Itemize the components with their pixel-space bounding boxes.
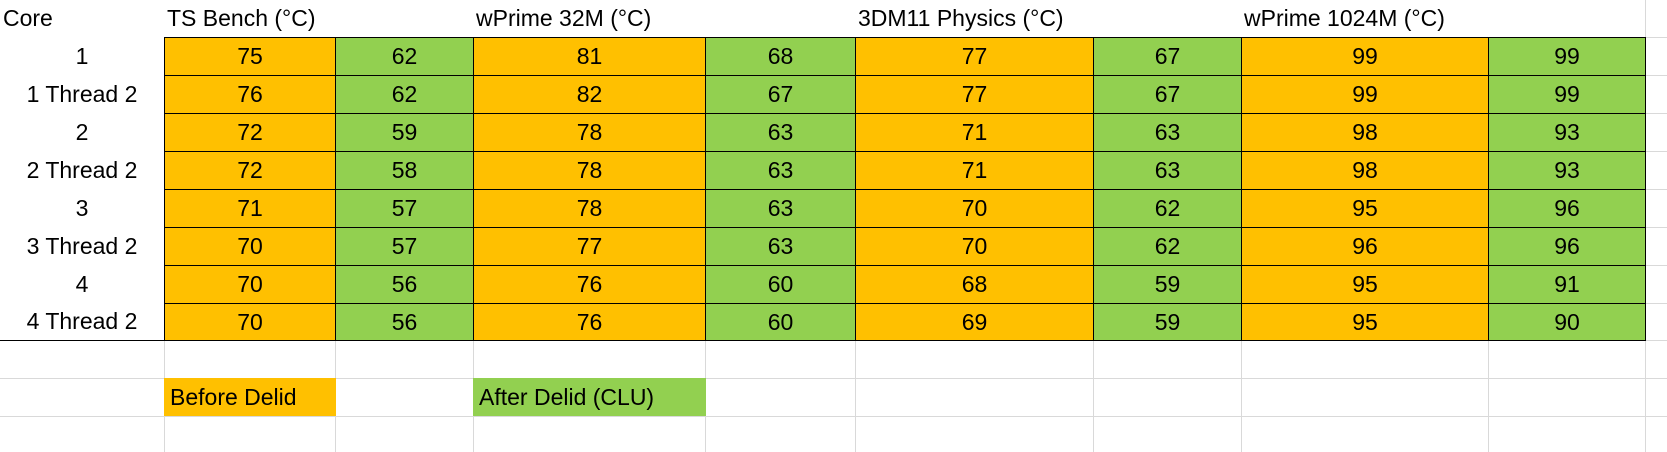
value-cell[interactable]: 63: [705, 189, 856, 228]
value-cell[interactable]: 70: [164, 265, 336, 304]
empty-header-cell[interactable]: [1488, 0, 1646, 38]
value-cell[interactable]: 96: [1241, 227, 1489, 266]
value-cell[interactable]: 56: [335, 265, 474, 304]
value-cell[interactable]: 99: [1241, 37, 1489, 76]
value-cell[interactable]: 59: [1093, 265, 1242, 304]
row-label[interactable]: 3 Thread 2: [0, 227, 165, 266]
value-cell[interactable]: 93: [1488, 151, 1646, 190]
value-cell[interactable]: 57: [335, 227, 474, 266]
grid-line: [0, 378, 1667, 379]
value-cell[interactable]: 77: [855, 37, 1094, 76]
value-cell[interactable]: 63: [705, 113, 856, 152]
value-cell[interactable]: 72: [164, 151, 336, 190]
value-cell[interactable]: 69: [855, 303, 1094, 341]
header-cell[interactable]: wPrime 32M (°C): [473, 0, 706, 38]
value-cell[interactable]: 70: [855, 189, 1094, 228]
value-cell[interactable]: 95: [1241, 303, 1489, 341]
value-cell[interactable]: 98: [1241, 113, 1489, 152]
value-cell[interactable]: 59: [1093, 303, 1242, 341]
value-cell[interactable]: 67: [1093, 37, 1242, 76]
value-cell[interactable]: 62: [1093, 227, 1242, 266]
row-label[interactable]: 3: [0, 189, 165, 228]
value-cell[interactable]: 82: [473, 75, 706, 114]
value-cell[interactable]: 70: [855, 227, 1094, 266]
value-cell[interactable]: 56: [335, 303, 474, 341]
value-cell[interactable]: 57: [335, 189, 474, 228]
value-cell[interactable]: 72: [164, 113, 336, 152]
value-cell[interactable]: 76: [164, 75, 336, 114]
value-cell[interactable]: 99: [1241, 75, 1489, 114]
value-cell[interactable]: 78: [473, 151, 706, 190]
value-cell[interactable]: 59: [335, 113, 474, 152]
header-cell[interactable]: 3DM11 Physics (°C): [855, 0, 1094, 38]
legend-before[interactable]: Before Delid: [164, 378, 336, 416]
value-cell[interactable]: 78: [473, 113, 706, 152]
value-cell[interactable]: 99: [1488, 75, 1646, 114]
legend-after[interactable]: After Delid (CLU): [473, 378, 706, 416]
value-cell[interactable]: 58: [335, 151, 474, 190]
value-cell[interactable]: 98: [1241, 151, 1489, 190]
row-label[interactable]: 1: [0, 37, 165, 76]
value-cell[interactable]: 99: [1488, 37, 1646, 76]
empty-header-cell[interactable]: [335, 0, 474, 38]
empty-header-cell[interactable]: [1093, 0, 1242, 38]
row-label[interactable]: 4 Thread 2: [0, 303, 165, 341]
value-cell[interactable]: 78: [473, 189, 706, 228]
value-cell[interactable]: 63: [705, 227, 856, 266]
value-cell[interactable]: 75: [164, 37, 336, 76]
value-cell[interactable]: 67: [705, 75, 856, 114]
header-cell[interactable]: wPrime 1024M (°C): [1241, 0, 1489, 38]
value-cell[interactable]: 71: [855, 113, 1094, 152]
value-cell[interactable]: 71: [855, 151, 1094, 190]
header-cell[interactable]: Core: [0, 0, 165, 38]
value-cell[interactable]: 95: [1241, 265, 1489, 304]
value-cell[interactable]: 96: [1488, 227, 1646, 266]
value-cell[interactable]: 62: [335, 75, 474, 114]
value-cell[interactable]: 95: [1241, 189, 1489, 228]
value-cell[interactable]: 60: [705, 265, 856, 304]
row-label[interactable]: 4: [0, 265, 165, 304]
value-cell[interactable]: 90: [1488, 303, 1646, 341]
value-cell[interactable]: 96: [1488, 189, 1646, 228]
value-cell[interactable]: 93: [1488, 113, 1646, 152]
value-cell[interactable]: 63: [705, 151, 856, 190]
value-cell[interactable]: 68: [855, 265, 1094, 304]
grid-line: [0, 416, 1667, 417]
value-cell[interactable]: 67: [1093, 75, 1242, 114]
value-cell[interactable]: 63: [1093, 113, 1242, 152]
row-label[interactable]: 2 Thread 2: [0, 151, 165, 190]
empty-header-cell[interactable]: [705, 0, 856, 38]
value-cell[interactable]: 62: [335, 37, 474, 76]
value-cell[interactable]: 60: [705, 303, 856, 341]
value-cell[interactable]: 68: [705, 37, 856, 76]
value-cell[interactable]: 81: [473, 37, 706, 76]
value-cell[interactable]: 70: [164, 227, 336, 266]
row-label[interactable]: 1 Thread 2: [0, 75, 165, 114]
value-cell[interactable]: 63: [1093, 151, 1242, 190]
value-cell[interactable]: 76: [473, 303, 706, 341]
value-cell[interactable]: 70: [164, 303, 336, 341]
row-label[interactable]: 2: [0, 113, 165, 152]
value-cell[interactable]: 77: [473, 227, 706, 266]
value-cell[interactable]: 76: [473, 265, 706, 304]
value-cell[interactable]: 91: [1488, 265, 1646, 304]
value-cell[interactable]: 77: [855, 75, 1094, 114]
value-cell[interactable]: 62: [1093, 189, 1242, 228]
header-cell[interactable]: TS Bench (°C): [164, 0, 336, 38]
value-cell[interactable]: 71: [164, 189, 336, 228]
